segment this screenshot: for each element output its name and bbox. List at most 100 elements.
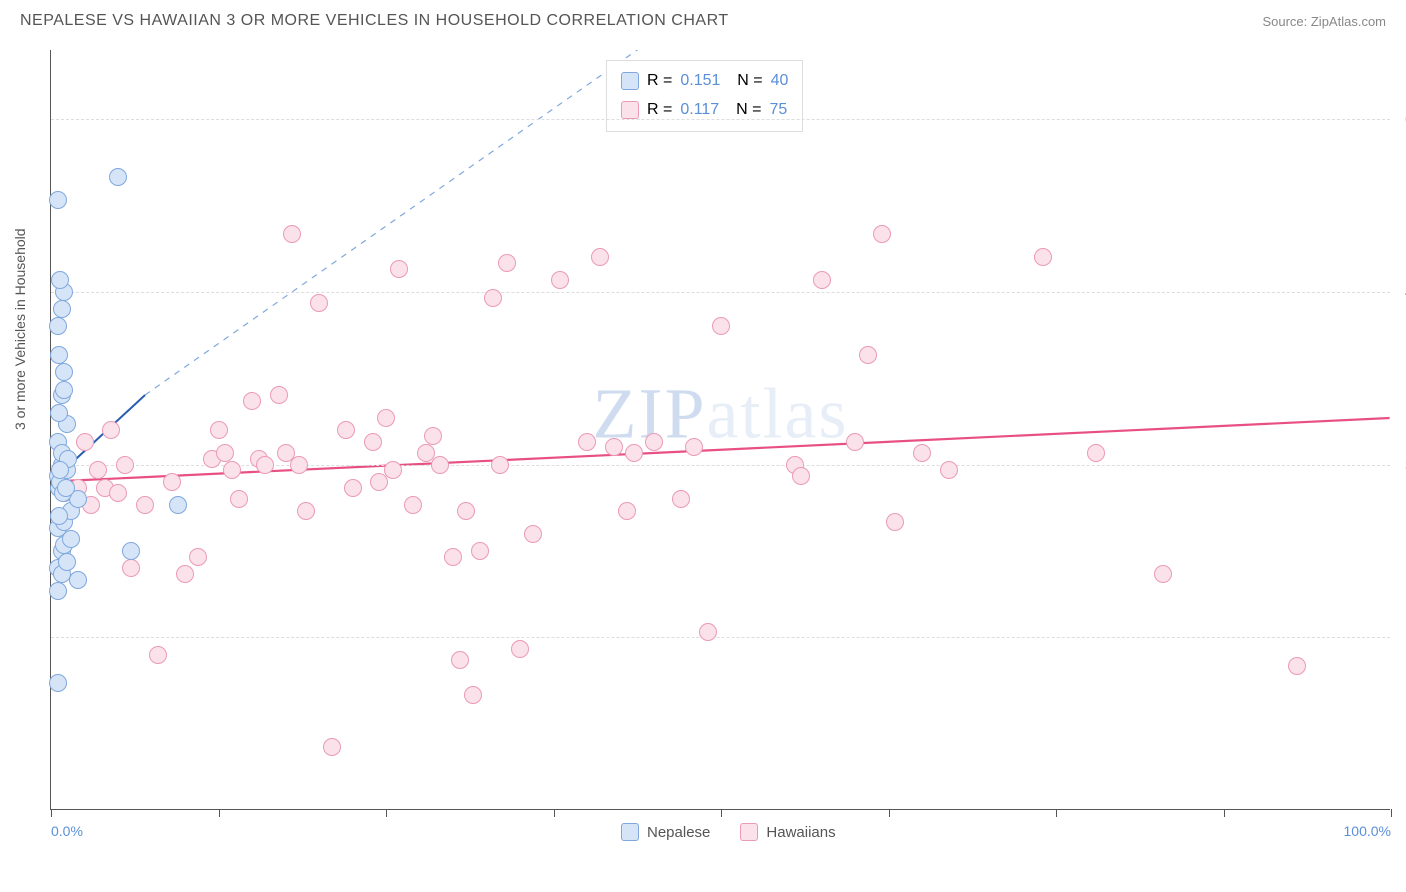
scatter-point — [122, 542, 140, 560]
swatch-nepalese — [621, 72, 639, 90]
x-tick — [1056, 809, 1057, 817]
gridline — [51, 292, 1390, 293]
scatter-point — [136, 496, 154, 514]
scatter-point — [792, 467, 810, 485]
scatter-point — [163, 473, 181, 491]
scatter-point — [618, 502, 636, 520]
gridline — [51, 637, 1390, 638]
stats-row-nepalese: R = 0.151 N = 40 — [621, 67, 788, 96]
scatter-point — [524, 525, 542, 543]
scatter-chart: ZIPatlas R = 0.151 N = 40 R = 0.117 N = … — [50, 50, 1390, 810]
scatter-point — [1154, 565, 1172, 583]
source-label: Source: ZipAtlas.com — [1262, 14, 1386, 29]
scatter-point — [50, 507, 68, 525]
scatter-point — [873, 225, 891, 243]
x-tick — [51, 809, 52, 817]
scatter-point — [57, 479, 75, 497]
scatter-point — [337, 421, 355, 439]
stat-n-label: N = — [728, 67, 762, 96]
chart-header: NEPALESE VS HAWAIIAN 3 OR MORE VEHICLES … — [0, 0, 1406, 38]
y-tick-label: 60.0% — [1395, 111, 1406, 127]
scatter-point — [69, 571, 87, 589]
scatter-point — [591, 248, 609, 266]
scatter-point — [699, 623, 717, 641]
scatter-point — [625, 444, 643, 462]
scatter-point — [813, 271, 831, 289]
scatter-point — [551, 271, 569, 289]
scatter-point — [256, 456, 274, 474]
scatter-point — [323, 738, 341, 756]
scatter-point — [51, 461, 69, 479]
stats-box: R = 0.151 N = 40 R = 0.117 N = 75 — [606, 60, 803, 132]
x-tick — [1224, 809, 1225, 817]
legend-item-nepalese: Nepalese — [621, 823, 710, 841]
scatter-point — [444, 548, 462, 566]
scatter-point — [464, 686, 482, 704]
scatter-point — [1087, 444, 1105, 462]
y-tick-label: 30.0% — [1395, 457, 1406, 473]
scatter-point — [672, 490, 690, 508]
legend: Nepalese Hawaiians — [621, 823, 836, 841]
scatter-point — [76, 433, 94, 451]
x-tick — [1391, 809, 1392, 817]
stats-row-hawaiians: R = 0.117 N = 75 — [621, 96, 788, 125]
stat-r-value: 0.117 — [680, 96, 719, 125]
x-tick — [889, 809, 890, 817]
stat-n-value: 75 — [769, 96, 787, 125]
scatter-point — [243, 392, 261, 410]
scatter-point — [498, 254, 516, 272]
y-tick-label: 15.0% — [1395, 629, 1406, 645]
scatter-point — [58, 553, 76, 571]
scatter-point — [886, 513, 904, 531]
scatter-point — [51, 271, 69, 289]
legend-label: Hawaiians — [766, 824, 835, 841]
scatter-point — [49, 674, 67, 692]
scatter-point — [210, 421, 228, 439]
scatter-point — [451, 651, 469, 669]
scatter-point — [471, 542, 489, 560]
scatter-point — [53, 300, 71, 318]
scatter-point — [1288, 657, 1306, 675]
scatter-point — [50, 404, 68, 422]
scatter-point — [685, 438, 703, 456]
scatter-point — [645, 433, 663, 451]
scatter-point — [109, 484, 127, 502]
scatter-point — [116, 456, 134, 474]
x-tick — [554, 809, 555, 817]
legend-item-hawaiians: Hawaiians — [740, 823, 835, 841]
trend-lines — [51, 50, 1390, 809]
scatter-point — [122, 559, 140, 577]
scatter-point — [578, 433, 596, 451]
scatter-point — [344, 479, 362, 497]
scatter-point — [49, 582, 67, 600]
scatter-point — [457, 502, 475, 520]
stat-r-value: 0.151 — [680, 67, 720, 96]
scatter-point — [605, 438, 623, 456]
x-tick-label: 100.0% — [1344, 823, 1391, 839]
stat-n-value: 40 — [771, 67, 789, 96]
scatter-point — [859, 346, 877, 364]
scatter-point — [424, 427, 442, 445]
stat-r-label: R = — [647, 96, 672, 125]
scatter-point — [913, 444, 931, 462]
swatch-hawaiians — [621, 101, 639, 119]
scatter-point — [511, 640, 529, 658]
scatter-point — [404, 496, 422, 514]
scatter-point — [189, 548, 207, 566]
scatter-point — [216, 444, 234, 462]
gridline — [51, 119, 1390, 120]
x-tick-label: 0.0% — [51, 823, 83, 839]
scatter-point — [290, 456, 308, 474]
scatter-point — [384, 461, 402, 479]
swatch-hawaiians — [740, 823, 758, 841]
scatter-point — [55, 381, 73, 399]
legend-label: Nepalese — [647, 824, 710, 841]
scatter-point — [55, 363, 73, 381]
y-axis-label: 3 or more Vehicles in Household — [12, 228, 28, 430]
scatter-point — [310, 294, 328, 312]
scatter-point — [169, 496, 187, 514]
scatter-point — [149, 646, 167, 664]
x-tick — [219, 809, 220, 817]
scatter-point — [270, 386, 288, 404]
scatter-point — [846, 433, 864, 451]
